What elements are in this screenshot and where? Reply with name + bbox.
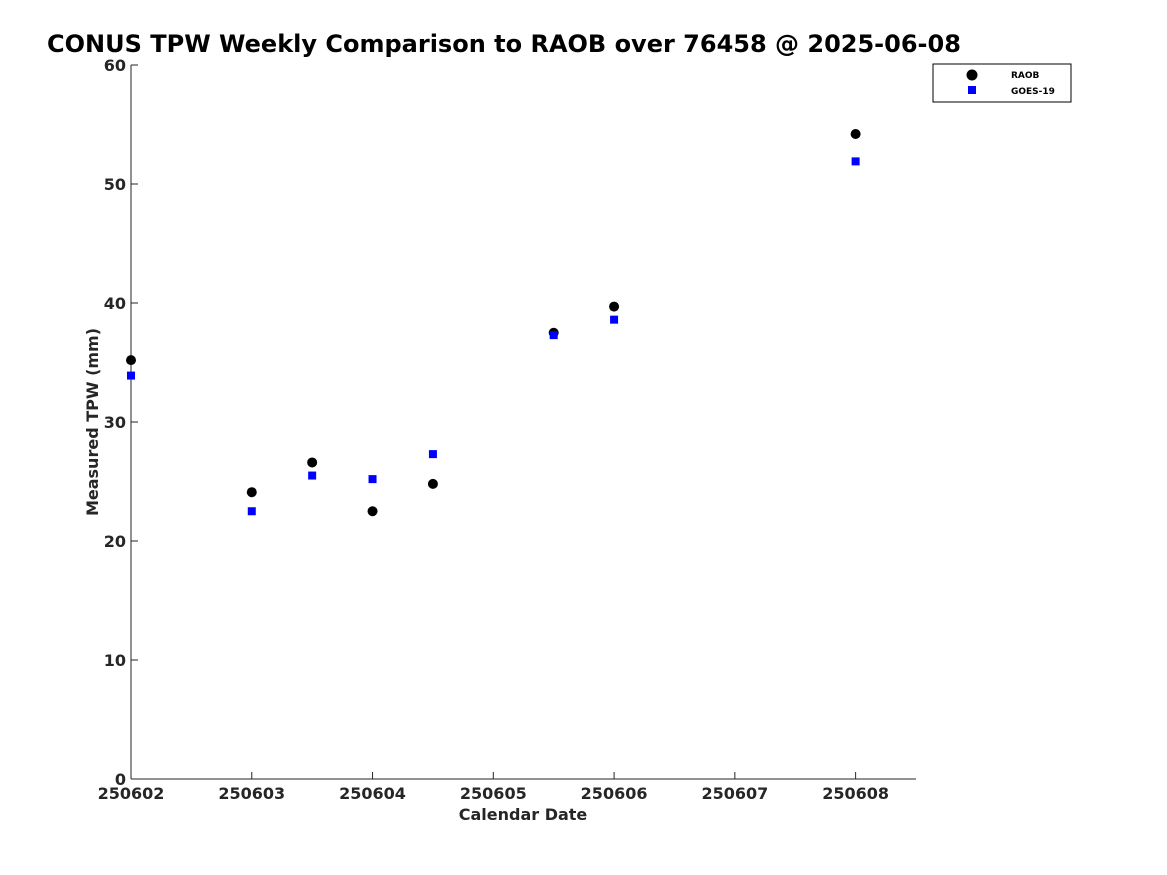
legend-goes-marker	[968, 86, 976, 94]
legend-raob-label: RAOB	[1011, 71, 1040, 81]
goes-19-point	[127, 371, 135, 380]
x-tick-label: 250606	[581, 784, 648, 803]
x-tick-label: 250604	[339, 784, 406, 803]
goes-19-point	[247, 507, 256, 516]
raob-point	[367, 506, 378, 517]
raob-point	[307, 457, 318, 468]
legend-goes-label: GOES-19	[1011, 87, 1055, 97]
x-tick-label: 250608	[822, 784, 889, 803]
x-tick-label: 250605	[460, 784, 527, 803]
y-axis-label: Measured TPW (mm)	[83, 328, 102, 516]
x-axis-label: Calendar Date	[459, 805, 588, 824]
y-tick-label: 0	[115, 770, 126, 789]
x-tick-label: 250602	[98, 784, 165, 803]
goes-19-point	[428, 450, 437, 459]
legend-raob-marker	[966, 69, 978, 81]
data-points	[126, 129, 861, 517]
x-tick-label: 250603	[218, 784, 285, 803]
legend-box	[932, 63, 1072, 103]
y-tick-label: 10	[104, 651, 126, 670]
tick-marks: 250602 250603 250604 250605 250606 250607 2506…	[98, 56, 889, 803]
raob-point	[427, 478, 438, 489]
goes-19-point	[610, 315, 619, 324]
y-tick-label: 50	[104, 175, 126, 194]
x-tick-label: 250607	[701, 784, 768, 803]
goes-19-point	[308, 471, 317, 480]
raob-point	[246, 487, 257, 498]
y-tick-label: 60	[104, 56, 126, 75]
raob-point	[126, 355, 136, 366]
legend: RAOB GOES-19	[932, 63, 1072, 103]
y-tick-label: 40	[104, 294, 126, 313]
y-tick-label: 30	[104, 413, 126, 432]
raob-point	[609, 301, 620, 312]
chart-title: CONUS TPW Weekly Comparison to RAOB over…	[47, 30, 961, 58]
goes-19-point	[368, 475, 377, 484]
raob-point	[850, 129, 861, 140]
goes-19-point	[549, 331, 558, 340]
goes-19-point	[851, 157, 860, 166]
y-tick-label: 20	[104, 532, 126, 551]
axes	[130, 65, 916, 780]
